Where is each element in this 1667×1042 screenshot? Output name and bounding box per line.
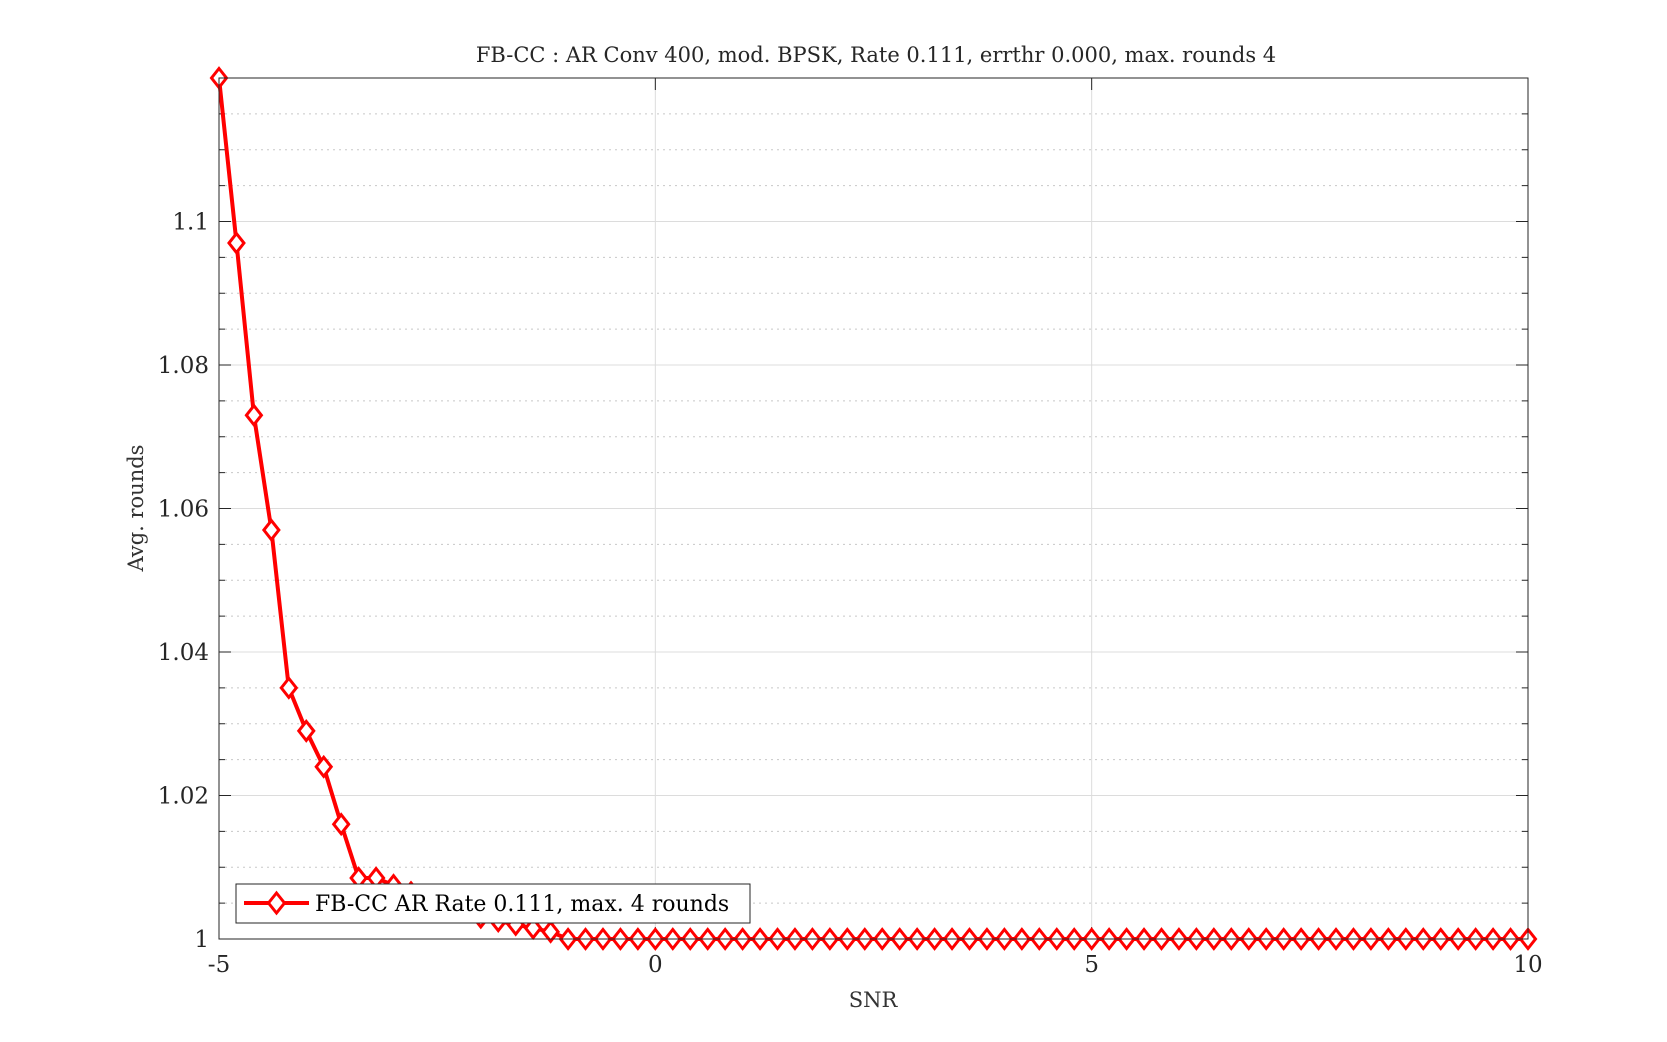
x-tick-label: 0 <box>648 952 663 978</box>
data-point-marker <box>314 754 334 779</box>
x-tick-label: -5 <box>208 952 230 978</box>
major-grid <box>219 78 1528 939</box>
y-tick-labels: 1 1.02 1.04 1.06 1.08 1.1 <box>158 210 209 954</box>
x-axis-label: SNR <box>849 988 899 1012</box>
y-tick-label: 1.06 <box>158 497 209 523</box>
y-tick-label: 1.08 <box>158 353 209 379</box>
data-point-marker <box>244 403 264 428</box>
data-point-marker <box>523 916 543 941</box>
legend-box <box>235 883 751 924</box>
legend[interactable]: FB-CC AR Rate 0.111, max. 4 rounds <box>235 883 751 924</box>
data-point-marker <box>261 518 281 542</box>
y-tick-label: 1 <box>194 927 209 953</box>
plot-frame <box>218 77 1529 940</box>
data-point-marker <box>331 812 351 837</box>
y-tick-label: 1.04 <box>158 640 209 666</box>
data-point-marker <box>541 919 561 944</box>
data-point-marker <box>227 231 246 255</box>
x-tick-label: 5 <box>1084 952 1099 978</box>
data-point-marker <box>296 719 316 743</box>
y-tick-label: 1.1 <box>172 210 209 236</box>
x-tick-label: 10 <box>1513 952 1542 978</box>
legend-diamond-marker <box>266 890 287 916</box>
minor-grid <box>219 113 1528 904</box>
y-tick-label: 1.02 <box>158 784 209 810</box>
y-axis-label: Avg. rounds <box>124 445 148 573</box>
legend-label: FB-CC AR Rate 0.111, max. 4 rounds <box>315 892 729 917</box>
x-tick-labels: -5 0 5 10 <box>208 952 1543 978</box>
data-point-marker <box>279 675 299 700</box>
chart-title: FB-CC : AR Conv 400, mod. BPSK, Rate 0.1… <box>476 43 1276 67</box>
